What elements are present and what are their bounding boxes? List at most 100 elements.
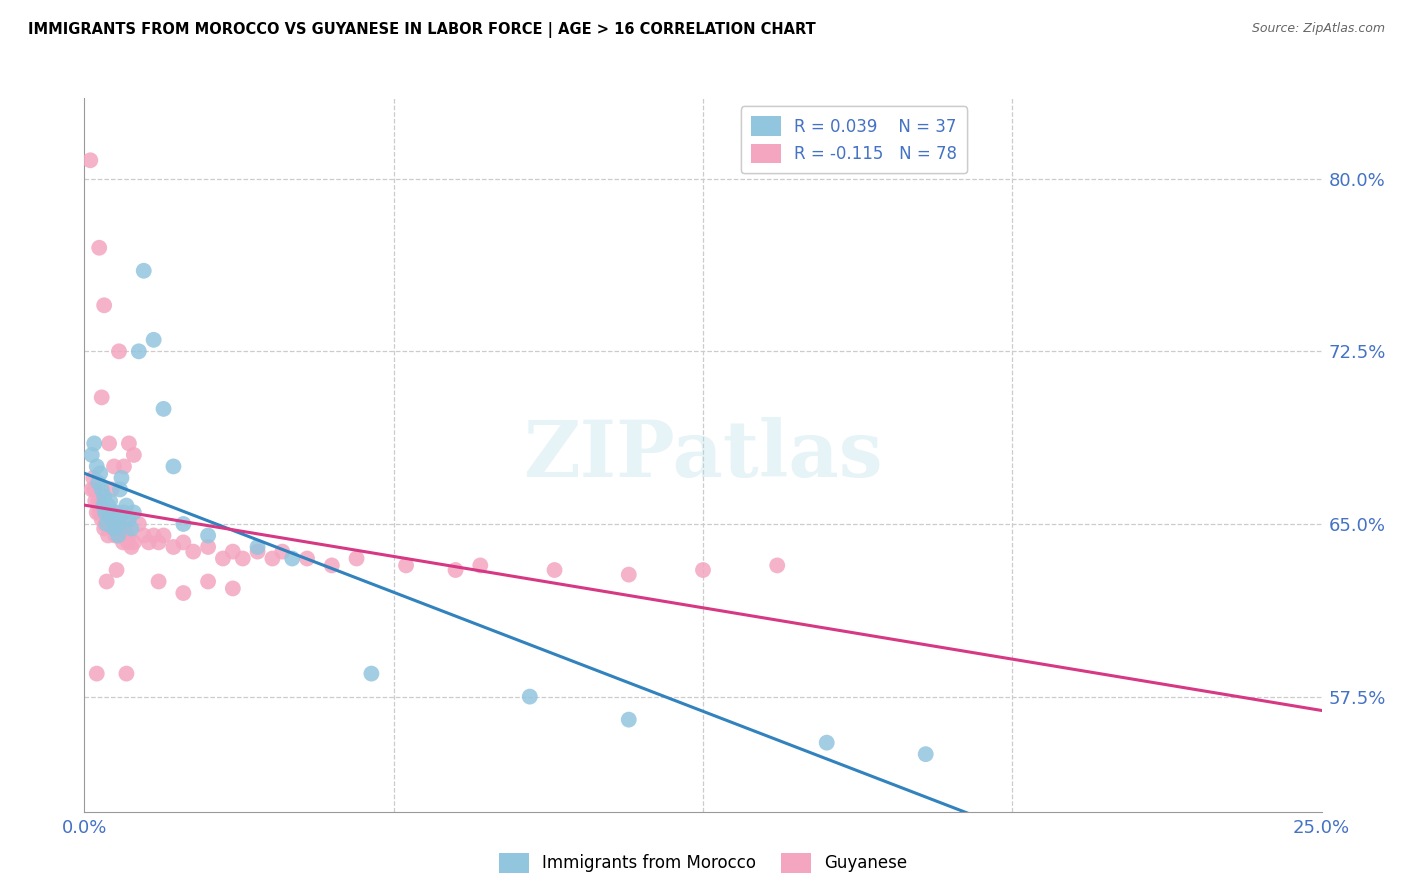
Point [107,528,129,542]
Point [142,528,165,542]
Point [115,528,138,542]
Point [148,535,170,549]
Point [96,574,118,589]
Point [110,471,132,485]
Point [110,528,132,542]
Point [360,666,382,681]
Point [617,567,640,582]
Text: Source: ZipAtlas.com: Source: ZipAtlas.com [1251,22,1385,36]
Point [87,475,110,490]
Point [281,551,304,566]
Point [295,551,318,566]
Point [132,528,155,542]
Point [100,512,122,526]
Point [97,528,120,542]
Point [115,666,138,681]
Text: ZIPatlas: ZIPatlas [523,417,883,493]
Point [152,401,174,416]
Point [87,494,110,508]
Point [91,499,114,513]
Point [152,528,174,542]
Point [101,522,124,536]
Point [101,506,124,520]
Point [617,713,640,727]
Point [519,690,541,704]
Point [94,506,117,520]
Point [222,582,245,596]
Point [271,544,294,558]
Point [82,471,104,485]
Point [98,506,121,520]
Point [83,436,105,450]
Point [246,544,269,558]
Point [172,516,194,531]
Point [112,522,135,536]
Point [122,535,145,549]
Point [96,516,118,531]
Point [93,489,115,503]
Point [98,494,121,508]
Point [117,535,139,549]
Point [212,551,235,566]
Point [692,563,714,577]
Point [105,506,128,520]
Point [103,512,125,526]
Point [543,563,565,577]
Point [108,516,131,531]
Point [120,540,142,554]
Point [321,558,343,573]
Point [122,506,145,520]
Point [128,516,150,531]
Point [90,390,112,404]
Point [118,528,141,542]
Point [197,574,219,589]
Point [108,522,131,536]
Point [84,494,107,508]
Point [162,459,184,474]
Point [162,540,184,554]
Point [112,459,135,474]
Point [96,512,118,526]
Point [232,551,254,566]
Point [86,506,108,520]
Point [94,516,117,531]
Point [197,528,219,542]
Point [172,535,194,549]
Point [79,153,101,168]
Legend: R = 0.039    N = 37, R = -0.115   N = 78: R = 0.039 N = 37, R = -0.115 N = 78 [741,106,967,173]
Point [86,666,108,681]
Point [444,563,467,577]
Point [100,483,122,497]
Point [98,516,121,531]
Point [128,344,150,359]
Point [112,506,135,520]
Point [122,448,145,462]
Point [118,512,141,526]
Point [98,436,121,450]
Point [222,544,245,558]
Point [93,298,115,312]
Point [470,558,492,573]
Point [138,535,160,549]
Point [246,540,269,554]
Point [90,512,112,526]
Point [346,551,368,566]
Point [104,528,127,542]
Point [98,506,121,520]
Point [89,499,111,513]
Point [108,344,131,359]
Point [103,522,125,536]
Point [83,483,105,497]
Point [120,522,142,536]
Point [118,436,141,450]
Point [181,544,204,558]
Point [262,551,284,566]
Point [103,459,125,474]
Point [142,333,165,347]
Point [104,516,127,531]
Point [132,264,155,278]
Point [815,736,838,750]
Point [105,516,128,531]
Point [89,467,111,481]
Point [89,506,111,520]
